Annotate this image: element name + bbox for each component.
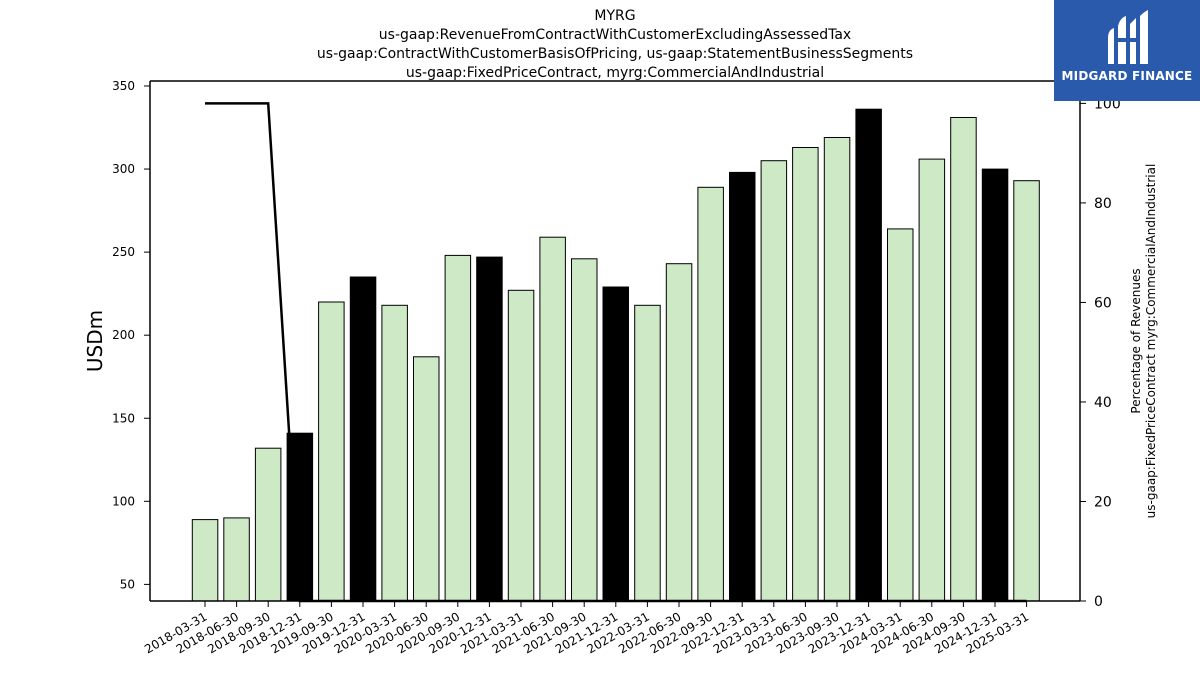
y2-tick-label: 0 [1094,594,1103,610]
bars [191,108,1040,602]
chart-title-line: MYRG [594,8,635,24]
bar [507,289,535,602]
y-axis-ticks: 50 100 150 200 250 300 350 [112,79,150,591]
bar [539,236,566,602]
axes-frame [149,80,1081,602]
logo: MIDGARD FINANCE [1054,0,1200,101]
bar [760,160,788,602]
chart-title-line: us-gaap:FixedPriceContract, myrg:Commerc… [406,65,824,81]
bar [823,137,851,602]
bar [602,286,629,602]
y-tick-label: 250 [112,245,135,259]
bar [254,447,282,602]
chart-title-line: us-gaap:RevenueFromContractWithCustomerE… [379,27,851,43]
y2-tick-label: 40 [1094,395,1112,411]
y-tick-label: 350 [112,79,135,93]
bar [729,171,756,602]
y2-axis-label-line: us-gaap:FixedPriceContract myrg:Commerci… [1144,164,1158,519]
chart-title: MYRG us-gaap:RevenueFromContractWithCusto… [317,8,913,81]
y-tick-label: 50 [120,577,135,591]
y-tick-label: 300 [112,162,135,176]
bar [349,276,377,602]
bar [476,256,503,602]
logo-text: MIDGARD FINANCE [1061,69,1193,83]
chart-title-line: us-gaap:ContractWithCustomerBasisOfPrici… [317,46,913,62]
x-axis-ticks: 2018-03-312018-06-302018-09-302018-12-31… [142,601,1031,656]
y-tick-label: 100 [112,494,135,508]
bar [191,519,219,602]
bar [413,356,440,602]
bar [950,117,977,602]
bar [918,158,946,602]
y2-tick-label: 80 [1094,196,1112,212]
bar [981,168,1009,602]
bar [887,228,914,602]
y-axis-label: USDm [83,310,107,372]
y-tick-label: 200 [112,328,135,342]
y2-axis-label: Percentage of Revenues us-gaap:FixedPrice… [1129,164,1158,519]
bar [1013,180,1040,602]
bar [318,301,345,602]
bar [381,304,408,602]
y-tick-label: 150 [112,411,135,425]
bar [665,263,693,602]
bar [444,254,472,602]
bar [855,108,882,602]
bar [697,186,724,602]
bar [634,304,661,602]
y2-tick-label: 20 [1094,494,1112,510]
midgard-logo-icon [1108,10,1148,64]
bar [223,517,250,602]
bar [571,258,598,602]
y2-axis-label-line: Percentage of Revenues [1129,268,1143,413]
y2-tick-label: 60 [1094,295,1112,311]
bar [792,147,819,602]
